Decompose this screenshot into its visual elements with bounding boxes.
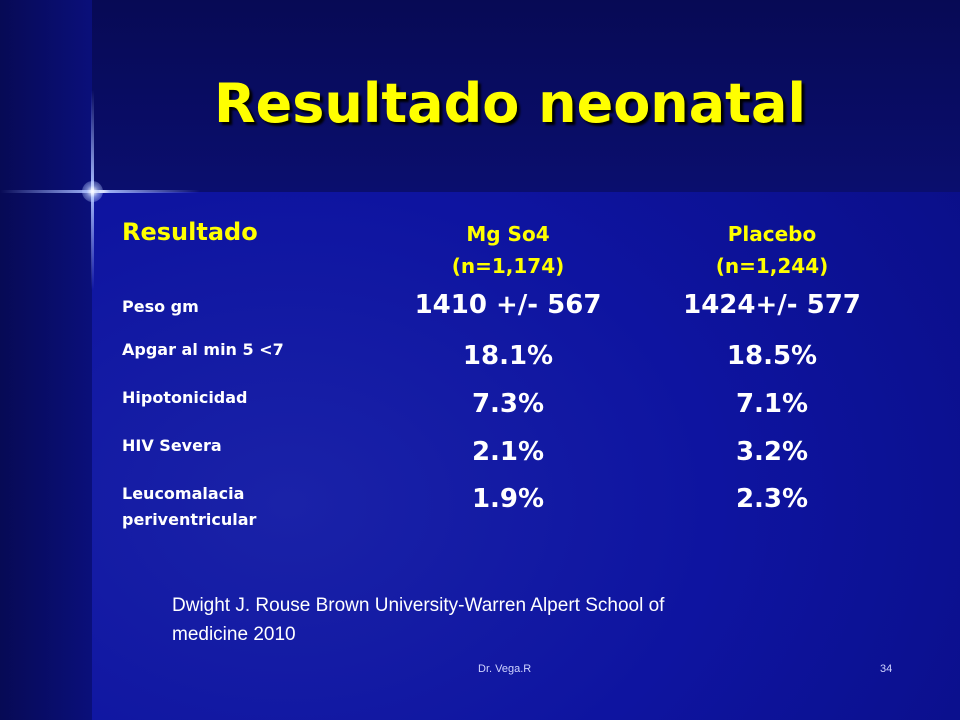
cell-apgar-placebo: 18.5% (726, 341, 818, 371)
row-label-leucomalacia-line1: Leucomalacia (122, 484, 245, 503)
column-header-mgso4-name: Mg So4 (466, 222, 550, 246)
citation: Dwight J. Rouse Brown University-Warren … (172, 591, 812, 649)
table-header-resultado: Resultado (122, 218, 258, 246)
cell-apgar-mgso4: 18.1% (462, 341, 554, 371)
cell-hiv-mgso4: 2.1% (471, 437, 545, 467)
column-header-placebo: Placebo (n=1,244) (662, 218, 882, 282)
column-header-mgso4: Mg So4 (n=1,174) (398, 218, 618, 282)
row-label-hiv: HIV Severa (122, 436, 222, 455)
slide-title: Resultado neonatal (214, 72, 806, 135)
row-label-leucomalacia: Leucomalacia periventricular (122, 481, 256, 533)
row-label-hipotonicidad: Hipotonicidad (122, 388, 248, 407)
cell-hipotonicidad-placebo: 7.1% (735, 389, 809, 419)
cell-peso-mgso4: 1410 +/- 567 (414, 290, 602, 320)
citation-line2: medicine 2010 (172, 624, 296, 645)
left-band (0, 0, 92, 720)
column-header-mgso4-n: (n=1,174) (451, 254, 565, 278)
sparkle-icon (82, 181, 103, 202)
cell-leucomalacia-placebo: 2.3% (735, 484, 809, 514)
citation-line1: Dwight J. Rouse Brown University-Warren … (172, 595, 665, 616)
column-header-placebo-name: Placebo (727, 222, 817, 246)
footer-author: Dr. Vega.R (478, 663, 532, 675)
cell-hipotonicidad-mgso4: 7.3% (471, 389, 545, 419)
row-label-peso: Peso gm (122, 297, 199, 316)
cell-hiv-placebo: 3.2% (735, 437, 809, 467)
cell-peso-placebo: 1424+/- 577 (683, 290, 861, 320)
row-label-leucomalacia-line2: periventricular (122, 510, 257, 529)
footer-page-number: 34 (880, 663, 893, 675)
column-header-placebo-n: (n=1,244) (715, 254, 829, 278)
top-band (0, 0, 960, 192)
cell-leucomalacia-mgso4: 1.9% (471, 484, 545, 514)
row-label-apgar: Apgar al min 5 <7 (122, 340, 284, 359)
